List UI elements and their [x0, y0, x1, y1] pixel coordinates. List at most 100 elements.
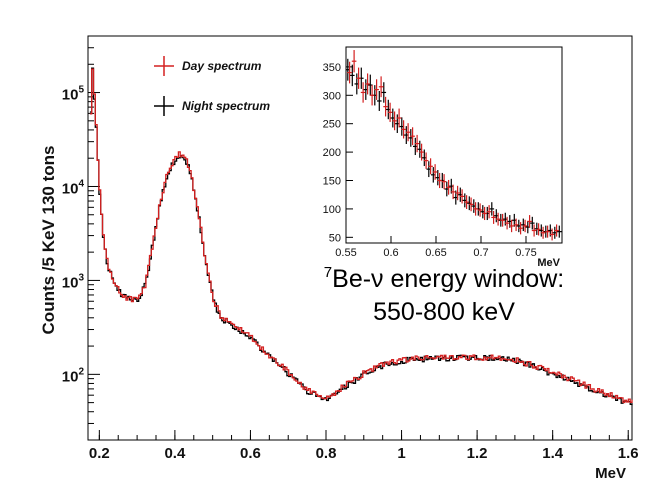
- annotation-line-1: 7Be-ν energy window:: [324, 264, 564, 293]
- y-tick-base: 10: [62, 368, 79, 385]
- inset-night-point: [381, 82, 387, 103]
- energy-window-annotation: 7Be-ν energy window: 550-800 keV: [324, 264, 564, 326]
- inset-day-point: [428, 158, 433, 175]
- inset-day-point: [522, 219, 528, 233]
- inset-day-point: [437, 172, 442, 189]
- inset-day-point: [450, 184, 456, 200]
- inset-day-point: [549, 228, 555, 241]
- x-tick-label: 1.4: [542, 445, 564, 462]
- inset-day-point: [468, 197, 474, 212]
- y-tick-label: 105: [62, 85, 85, 104]
- y-tick-base: 10: [62, 180, 79, 197]
- annotation-line-1-text: Be-ν energy window:: [332, 265, 564, 293]
- day-spectrum-line: [89, 68, 633, 404]
- inset-night-point: [530, 216, 535, 230]
- inset-day-point: [432, 164, 438, 180]
- inset-night-point: [368, 74, 373, 96]
- inset-day-point: [486, 205, 492, 219]
- y-tick-label: 103: [62, 272, 85, 291]
- inset-x-tick-label: 0.55: [335, 247, 356, 259]
- y-tick-power: 5: [78, 85, 84, 96]
- inset-night-point: [350, 64, 355, 87]
- inset-day-point: [500, 213, 505, 227]
- legend-day-label: Day spectrum: [182, 59, 262, 73]
- inset-day-point: [401, 120, 406, 139]
- inset-day-point: [387, 102, 393, 122]
- inset-day-point: [459, 189, 465, 204]
- y-tick-label: 102: [62, 366, 85, 385]
- y-tick-base: 10: [62, 87, 79, 104]
- inset-y-tick-label: 50: [329, 232, 341, 244]
- inset-day-point: [473, 202, 478, 216]
- y-tick-label: 104: [62, 178, 85, 197]
- x-tick-label: 1: [397, 445, 405, 462]
- main-series-group: [89, 67, 633, 406]
- inset-day-point: [455, 185, 460, 201]
- x-tick-label: 0.2: [89, 445, 110, 462]
- inset-frame: [345, 46, 563, 244]
- inset-day-point: [369, 85, 375, 106]
- y-tick-power: 4: [78, 178, 84, 189]
- y-tick-power: 3: [78, 272, 84, 283]
- inset-day-point: [365, 73, 370, 95]
- inset-y-tick-label: 100: [323, 204, 341, 216]
- inset-y-tick-labels: 50 100 150 200 250 300 350: [323, 62, 341, 244]
- annotation-line-2: 550-800 keV: [373, 298, 515, 326]
- y-tick-labels: 102 103 104 105: [62, 85, 85, 386]
- inset-y-tick-label: 300: [323, 90, 341, 102]
- x-tick-label: 0.6: [240, 445, 261, 462]
- inset-day-point: [540, 226, 546, 239]
- x-axis-title: MeV: [595, 465, 626, 482]
- legend-night-label: Night spectrum: [182, 99, 270, 113]
- inset-day-point: [545, 225, 550, 238]
- inset-series-group: [345, 50, 562, 241]
- inset-y-tick-label: 250: [323, 119, 341, 131]
- inset-day-point: [351, 50, 357, 73]
- inset-x-tick-label: 0.65: [425, 247, 446, 259]
- inset-day-point: [513, 218, 519, 232]
- inset-day-point: [374, 79, 379, 100]
- inset-day-point: [383, 96, 388, 117]
- inset-day-point: [477, 203, 483, 217]
- x-tick-label: 0.4: [164, 445, 186, 462]
- inset-day-point: [482, 206, 487, 221]
- inset-day-point: [360, 82, 366, 103]
- inset-y-tick-label: 200: [323, 147, 341, 159]
- inset-day-point: [495, 212, 501, 226]
- y-tick-power: 2: [78, 366, 84, 377]
- inset-day-point: [392, 111, 397, 131]
- inset-x-tick-label: 0.75: [515, 247, 536, 259]
- inset-night-point: [557, 225, 562, 238]
- inset-y-tick-label: 150: [323, 176, 341, 188]
- inset-day-point: [419, 143, 424, 161]
- inset-x-tick-labels: 0.55 0.6 0.65 0.7 0.75: [335, 247, 536, 259]
- inset-day-point: [536, 223, 541, 236]
- inset-day-point: [446, 179, 451, 195]
- inset-day-point: [347, 61, 352, 84]
- inset-day-point: [414, 134, 420, 153]
- inset-x-tick-label: 0.6: [383, 247, 398, 259]
- inset-day-point: [405, 123, 411, 142]
- main-axis-ticks: [88, 35, 629, 441]
- annotation-superscript: 7: [324, 264, 332, 281]
- inset-day-point: [423, 152, 429, 169]
- inset-day-point: [504, 216, 510, 230]
- inset-day-point: [531, 224, 537, 237]
- x-tick-label: 1.6: [618, 445, 639, 462]
- inset-day-point: [441, 174, 447, 190]
- plot-frame: [87, 35, 633, 441]
- inset-day-point: [464, 195, 469, 210]
- inset-day-point: [527, 215, 532, 228]
- legend: Day spectrum Night spectrum: [154, 56, 270, 116]
- x-tick-label: 1.2: [467, 445, 488, 462]
- y-tick-base: 10: [62, 274, 79, 291]
- inset-night-point: [377, 90, 382, 111]
- inset-y-tick-label: 350: [323, 62, 341, 74]
- x-tick-label: 0.8: [316, 445, 337, 462]
- inset-day-point: [509, 219, 514, 233]
- inset-day-point: [518, 222, 523, 235]
- inset-day-point: [378, 76, 384, 98]
- inset-day-point: [554, 224, 559, 237]
- inset-day-point: [410, 127, 415, 146]
- inset-x-axis-title: MeV: [537, 257, 560, 269]
